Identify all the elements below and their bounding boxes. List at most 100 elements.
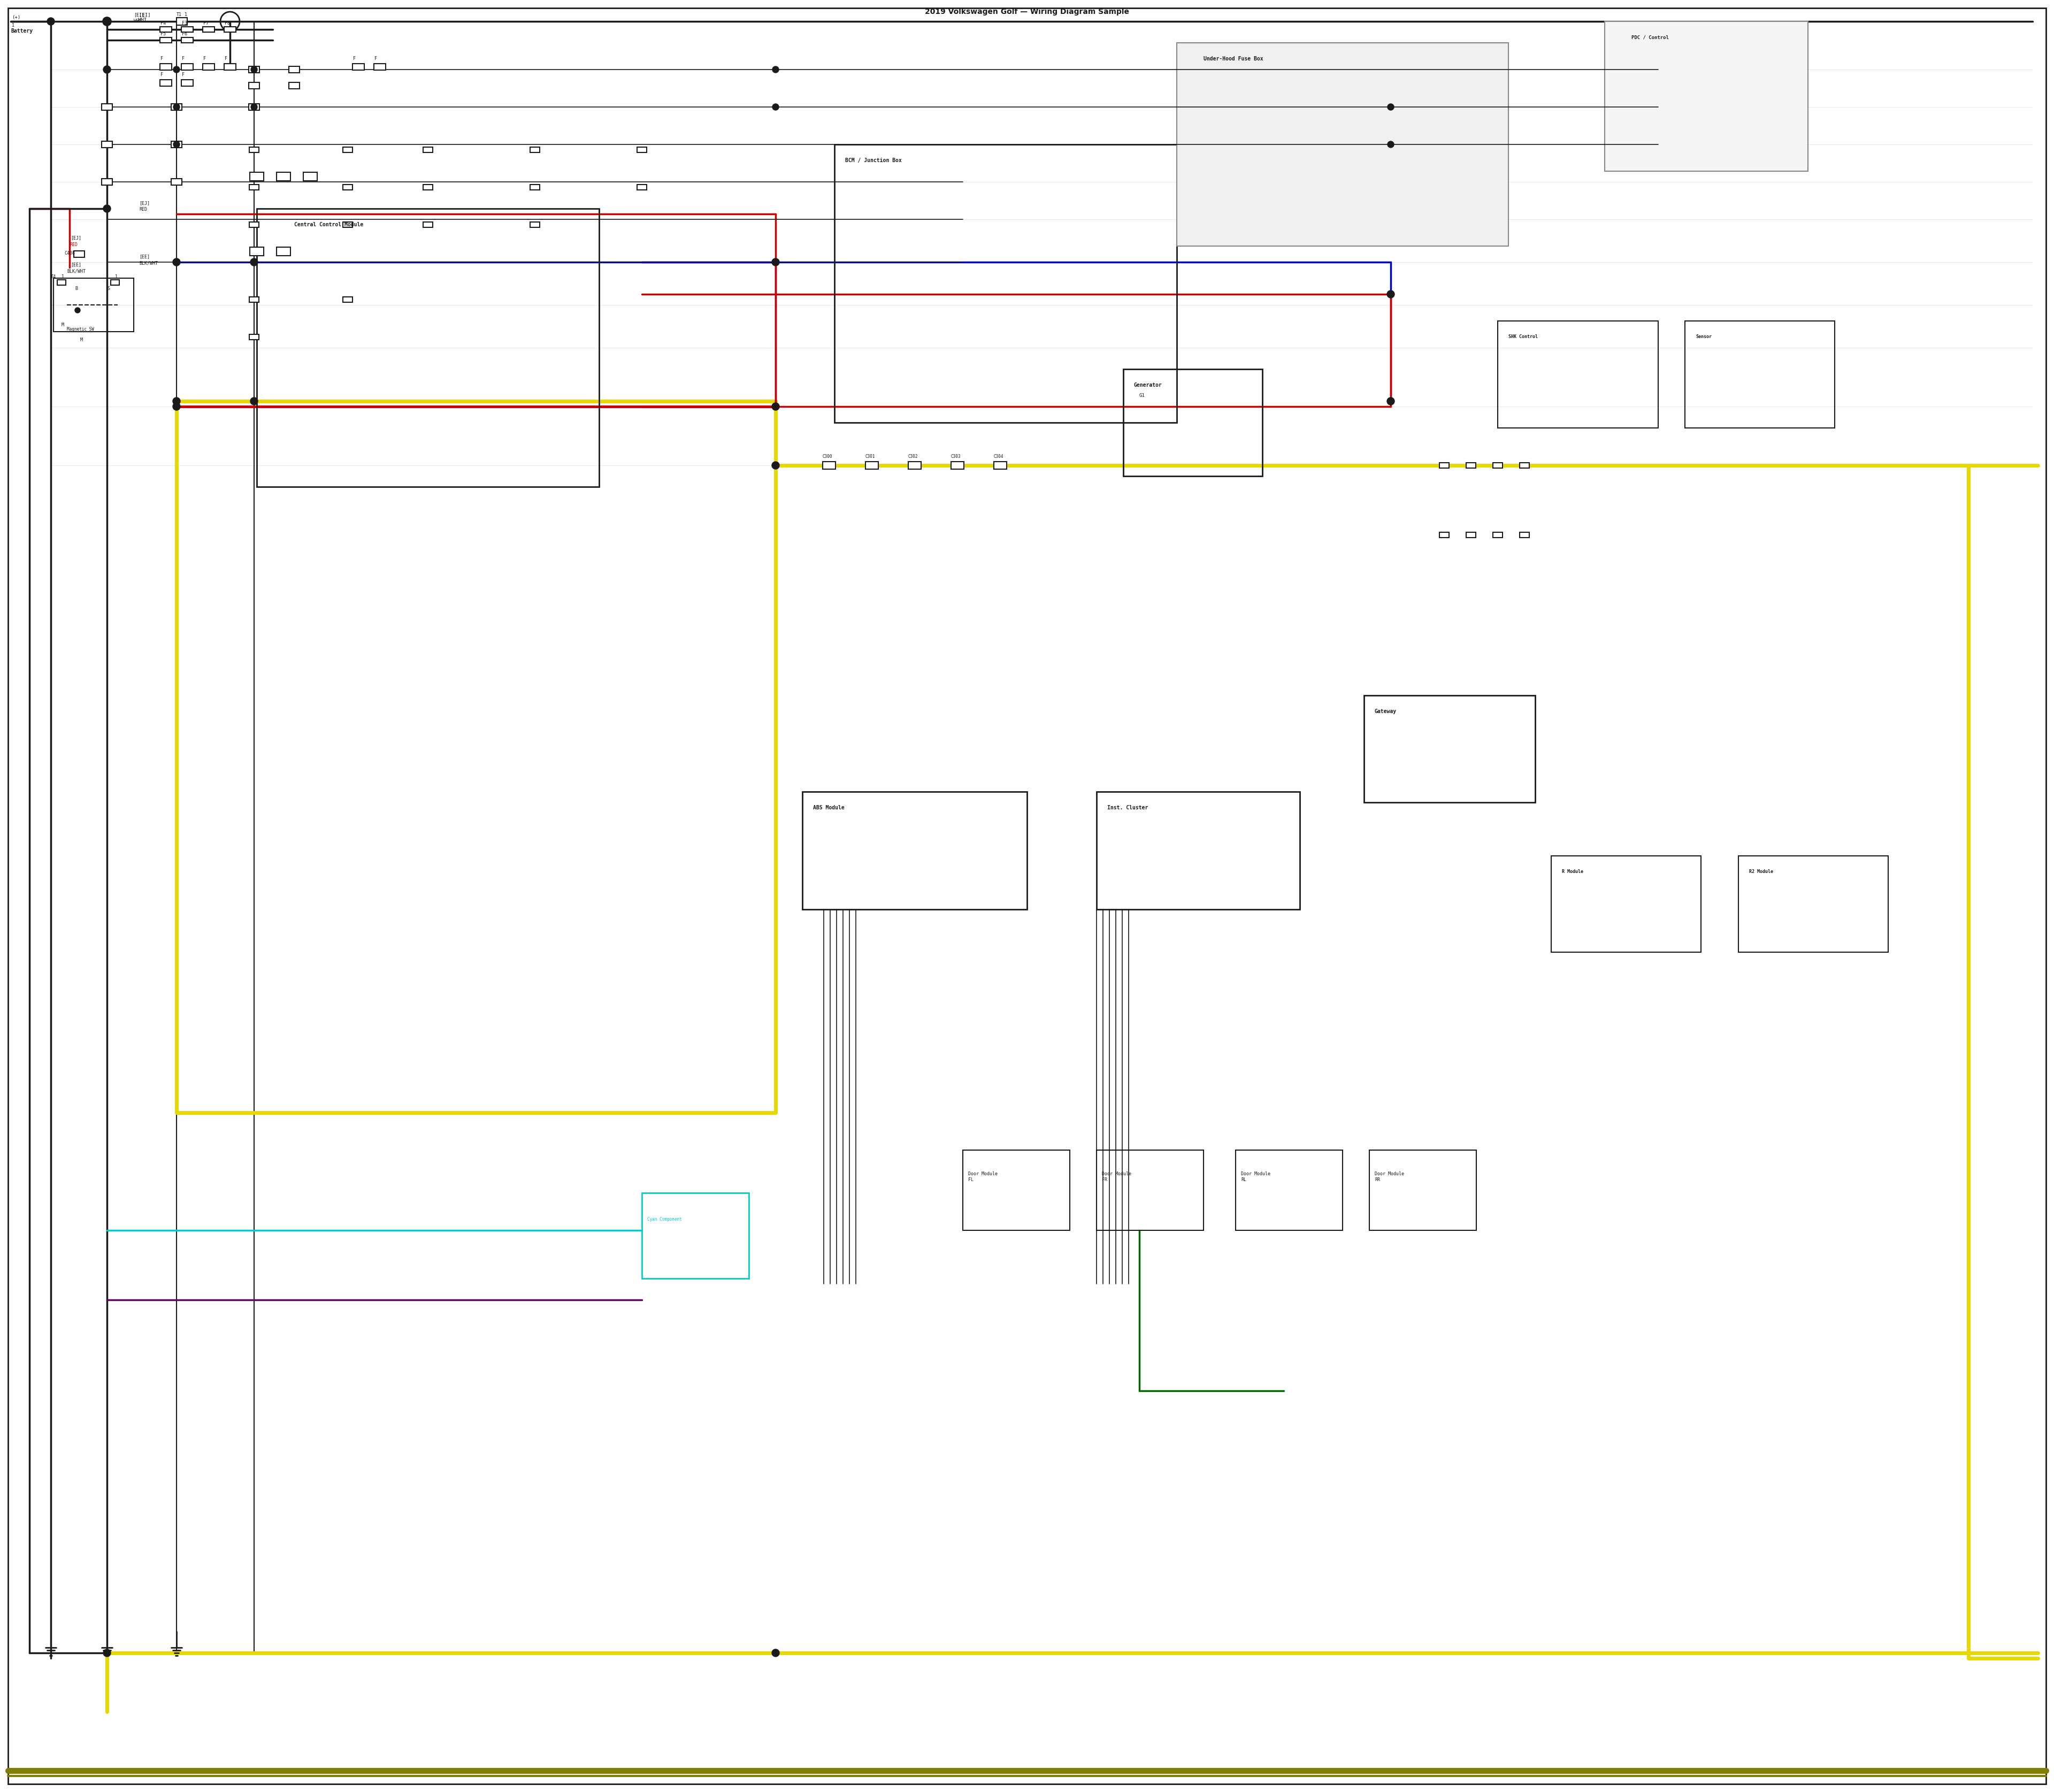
Text: R Module: R Module xyxy=(1561,869,1584,874)
Text: [EJ]: [EJ] xyxy=(140,201,150,206)
Bar xyxy=(1520,532,1530,538)
Bar xyxy=(343,147,353,152)
Text: F: F xyxy=(353,56,355,61)
Text: Under-Hood Fuse Box: Under-Hood Fuse Box xyxy=(1204,56,1263,61)
Circle shape xyxy=(772,462,778,470)
Text: 2019 Volkswagen Golf — Wiring Diagram Sample: 2019 Volkswagen Golf — Wiring Diagram Sa… xyxy=(924,7,1130,16)
Circle shape xyxy=(103,18,111,25)
Circle shape xyxy=(772,66,778,73)
Text: M: M xyxy=(62,323,64,328)
Text: Magnetic SW: Magnetic SW xyxy=(68,326,94,332)
Bar xyxy=(111,280,119,285)
Circle shape xyxy=(173,66,181,73)
Bar xyxy=(257,208,600,487)
Text: Door Module
FR: Door Module FR xyxy=(1101,1172,1132,1183)
Bar xyxy=(101,104,113,109)
Text: 1: 1 xyxy=(185,13,187,18)
Text: T1: T1 xyxy=(177,13,183,18)
Circle shape xyxy=(251,104,257,109)
Text: C304: C304 xyxy=(994,455,1004,459)
Bar xyxy=(74,251,84,258)
Bar xyxy=(1440,462,1448,468)
Text: 1: 1 xyxy=(12,23,14,29)
Bar xyxy=(637,147,647,152)
Text: Door Module
FL: Door Module FL xyxy=(967,1172,998,1183)
Text: (+): (+) xyxy=(12,14,21,20)
Circle shape xyxy=(103,66,111,73)
Circle shape xyxy=(772,258,778,265)
Bar xyxy=(177,18,187,25)
Text: BCM / Junction Box: BCM / Junction Box xyxy=(844,158,902,163)
Circle shape xyxy=(74,308,80,314)
Bar xyxy=(1237,1150,1343,1231)
Text: F: F xyxy=(374,56,378,61)
Bar xyxy=(181,79,193,86)
Text: BLK/WHT: BLK/WHT xyxy=(140,262,158,265)
Circle shape xyxy=(772,1649,778,1656)
Bar xyxy=(951,462,963,470)
Circle shape xyxy=(103,1649,111,1656)
Text: Inst. Cluster: Inst. Cluster xyxy=(1107,805,1148,810)
Bar xyxy=(224,27,236,32)
Bar xyxy=(343,185,353,190)
Circle shape xyxy=(173,258,181,265)
Text: F3: F3 xyxy=(183,20,187,25)
Bar xyxy=(160,65,173,70)
Text: ABS Module: ABS Module xyxy=(813,805,844,810)
Text: RED: RED xyxy=(70,242,78,247)
Bar xyxy=(170,179,183,185)
Bar xyxy=(181,65,193,70)
Circle shape xyxy=(772,104,778,109)
Text: Door Module
RL: Door Module RL xyxy=(1241,1172,1269,1183)
Bar xyxy=(304,172,316,181)
Circle shape xyxy=(47,18,55,25)
Circle shape xyxy=(1389,104,1395,109)
Bar xyxy=(1520,462,1530,468)
Text: [EI]: [EI] xyxy=(134,13,144,18)
Text: Cyan Component: Cyan Component xyxy=(647,1217,682,1222)
Text: F: F xyxy=(160,72,162,77)
Text: 1: 1 xyxy=(115,274,117,280)
Bar xyxy=(203,27,214,32)
Bar xyxy=(908,462,920,470)
Text: C301: C301 xyxy=(865,455,875,459)
Bar xyxy=(160,27,173,32)
Bar xyxy=(1124,369,1263,477)
Circle shape xyxy=(772,403,778,410)
Circle shape xyxy=(1386,290,1395,297)
Bar xyxy=(1738,857,1888,952)
Bar xyxy=(170,142,183,147)
Circle shape xyxy=(173,398,181,405)
Bar xyxy=(423,147,433,152)
Circle shape xyxy=(173,142,181,147)
Bar xyxy=(1177,43,1508,246)
Text: C408: C408 xyxy=(64,251,74,256)
Bar xyxy=(530,185,540,190)
Bar xyxy=(343,297,353,303)
Text: F: F xyxy=(224,56,228,61)
Bar xyxy=(101,179,113,185)
Text: F8: F8 xyxy=(224,20,230,25)
Bar xyxy=(834,145,1177,423)
Bar xyxy=(251,247,263,256)
Text: M: M xyxy=(80,337,82,342)
Text: F: F xyxy=(183,72,185,77)
Text: [EE]: [EE] xyxy=(70,262,82,267)
Circle shape xyxy=(173,104,181,109)
Text: F5: F5 xyxy=(160,30,166,36)
Bar xyxy=(170,104,183,109)
Bar xyxy=(1467,532,1475,538)
Text: C302: C302 xyxy=(908,455,918,459)
Circle shape xyxy=(251,258,259,265)
Text: Gateway: Gateway xyxy=(1374,710,1397,715)
Text: Generator: Generator xyxy=(1134,382,1163,387)
Text: [EE]: [EE] xyxy=(140,254,150,260)
Bar xyxy=(423,185,433,190)
Text: C303: C303 xyxy=(951,455,961,459)
Bar xyxy=(160,79,173,86)
Bar xyxy=(249,222,259,228)
Circle shape xyxy=(103,18,111,25)
Text: PDC / Control: PDC / Control xyxy=(1631,36,1668,39)
Text: F4: F4 xyxy=(160,20,166,25)
Bar xyxy=(994,462,1006,470)
